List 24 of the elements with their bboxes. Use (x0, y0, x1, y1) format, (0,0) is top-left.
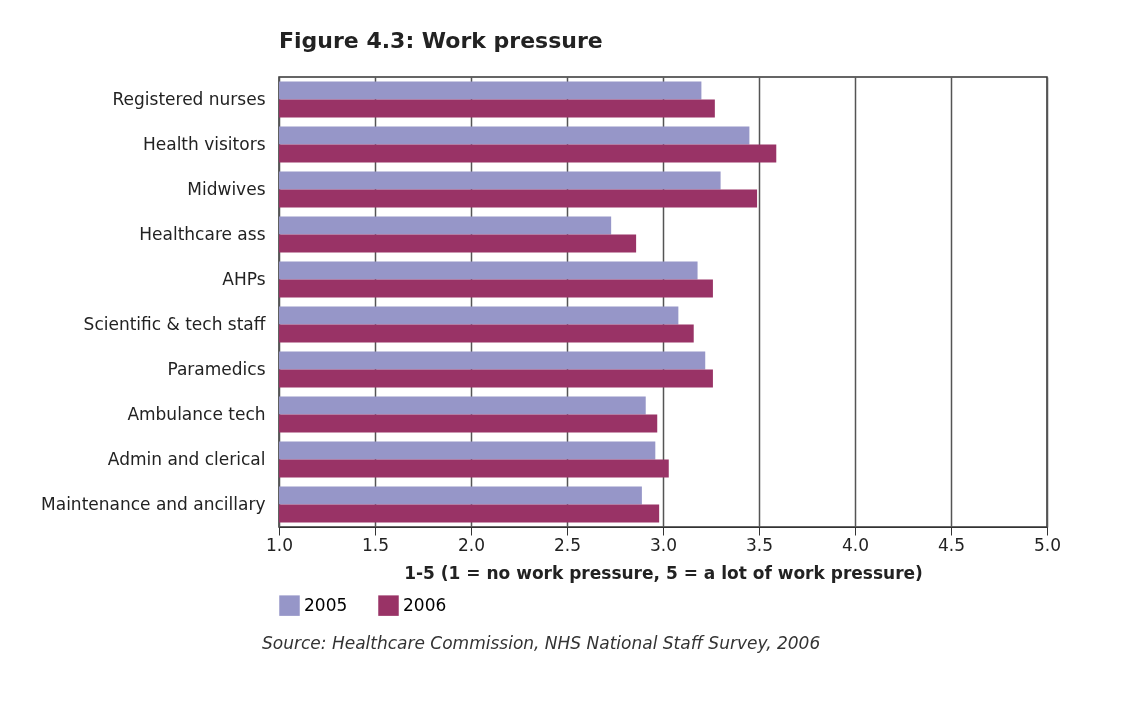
x-tick-label: 1.0 (265, 534, 294, 555)
x-tick-label: 5.0 (1033, 534, 1062, 555)
legend-label: 2006 (403, 594, 447, 615)
y-tick-label: Registered nurses (112, 88, 266, 109)
y-tick-label: Maintenance and ancillary (41, 493, 266, 514)
y-tick-label: Healthcare ass (139, 223, 266, 244)
y-tick-label: Ambulance tech (127, 403, 266, 424)
x-tick-label: 3.5 (745, 534, 774, 555)
legend-label: 2005 (304, 594, 348, 615)
y-tick-label: Scientific & tech staff (83, 313, 267, 334)
y-tick-label: Midwives (187, 178, 266, 199)
y-tick-label: Admin and clerical (107, 448, 266, 469)
y-tick-label: AHPs (222, 268, 266, 289)
source-note: Source: Healthcare Commission, NHS National Staff Survey, 2006 (262, 633, 822, 653)
x-tick-label: 2.0 (457, 534, 486, 555)
x-tick-label: 3.0 (649, 534, 678, 555)
x-tick-label: 1.5 (361, 534, 390, 555)
x-tick-label: 2.5 (553, 534, 582, 555)
chart-title: Figure 4.3: Work pressure (279, 28, 603, 53)
y-tick-label: Health visitors (142, 133, 266, 154)
x-tick-label: 4.5 (937, 534, 966, 555)
x-axis-title: 1-5 (1 = no work pressure, 5 = a lot of work pressure) (404, 562, 923, 583)
y-tick-label: Paramedics (167, 358, 266, 379)
x-tick-label: 4.0 (841, 534, 870, 555)
